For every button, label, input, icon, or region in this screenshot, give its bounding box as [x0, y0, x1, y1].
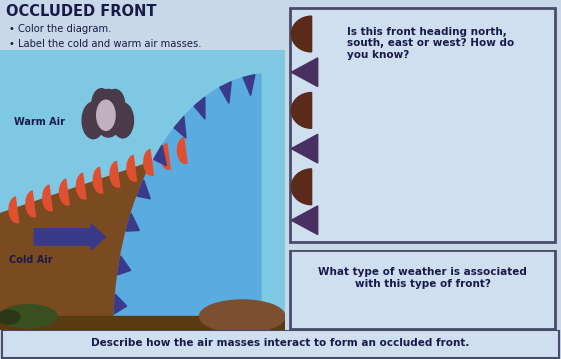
- Text: What type of weather is associated
with this type of front?: What type of weather is associated with …: [318, 267, 527, 289]
- Polygon shape: [291, 206, 318, 234]
- Text: • Color the diagram.: • Color the diagram.: [8, 24, 111, 34]
- Wedge shape: [9, 197, 19, 223]
- FancyArrow shape: [34, 224, 105, 250]
- Wedge shape: [59, 179, 69, 205]
- Text: Is this front heading north,
south, east or west? How do
you know?: Is this front heading north, south, east…: [347, 27, 514, 60]
- Text: OCCLUDED FRONT: OCCLUDED FRONT: [6, 4, 156, 19]
- Wedge shape: [177, 137, 187, 163]
- Polygon shape: [126, 213, 140, 231]
- Bar: [0, 316, 285, 330]
- Polygon shape: [114, 74, 285, 330]
- Ellipse shape: [0, 304, 57, 328]
- Wedge shape: [93, 167, 103, 193]
- Wedge shape: [43, 185, 52, 211]
- Polygon shape: [243, 75, 255, 95]
- Text: Describe how the air masses interact to form an occluded front.: Describe how the air masses interact to …: [91, 338, 470, 348]
- Polygon shape: [0, 144, 205, 330]
- Polygon shape: [291, 58, 318, 87]
- Polygon shape: [137, 180, 150, 199]
- Circle shape: [112, 103, 134, 138]
- Text: Cold Air: Cold Air: [8, 255, 52, 265]
- Circle shape: [92, 89, 111, 120]
- Text: Warm Air: Warm Air: [14, 117, 65, 127]
- Circle shape: [82, 102, 104, 139]
- Wedge shape: [291, 93, 311, 128]
- Ellipse shape: [0, 310, 20, 324]
- Wedge shape: [26, 191, 35, 217]
- Wedge shape: [144, 149, 153, 175]
- Wedge shape: [291, 16, 311, 52]
- Wedge shape: [291, 169, 311, 205]
- Circle shape: [105, 89, 125, 121]
- Wedge shape: [76, 173, 86, 199]
- Polygon shape: [118, 256, 131, 275]
- Wedge shape: [160, 144, 170, 169]
- Polygon shape: [154, 145, 167, 166]
- Polygon shape: [174, 116, 186, 138]
- Wedge shape: [127, 155, 136, 181]
- Text: • Label the cold and warm air masses.: • Label the cold and warm air masses.: [8, 39, 201, 49]
- Polygon shape: [194, 97, 205, 119]
- Circle shape: [96, 100, 115, 130]
- Polygon shape: [291, 134, 318, 163]
- Polygon shape: [220, 82, 231, 103]
- Polygon shape: [114, 294, 127, 314]
- Circle shape: [94, 89, 123, 137]
- Ellipse shape: [200, 300, 285, 332]
- Wedge shape: [110, 161, 119, 187]
